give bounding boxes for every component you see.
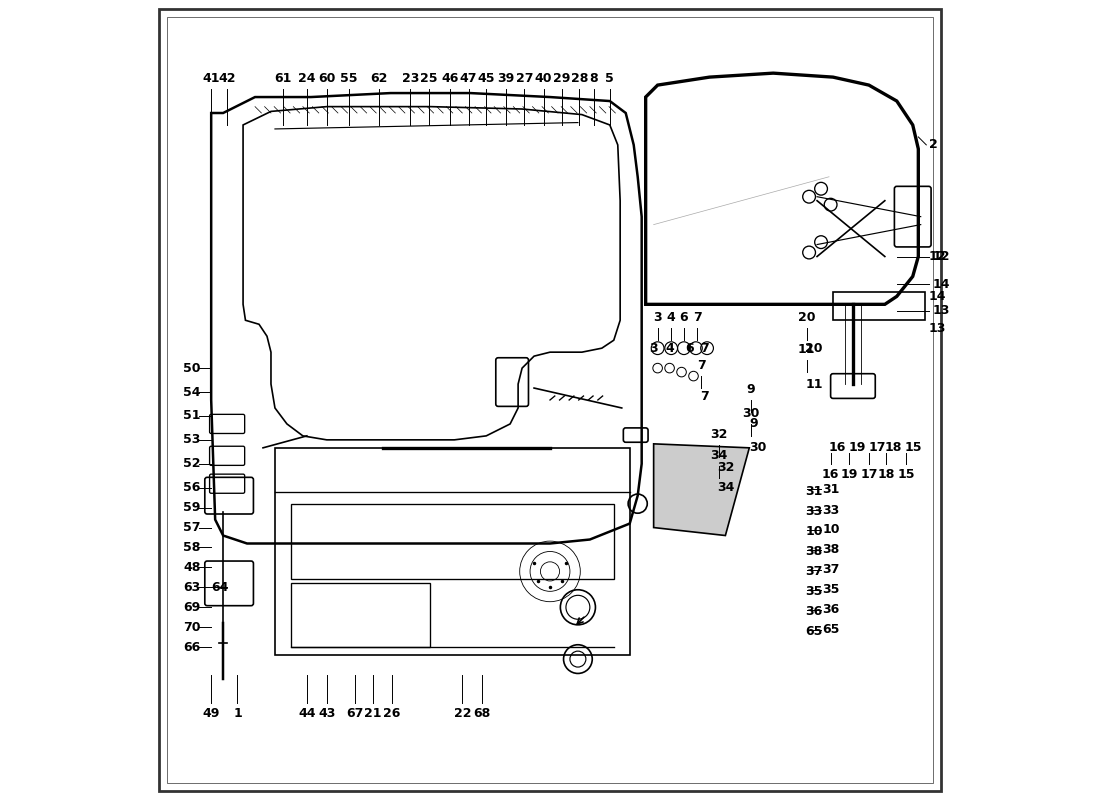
Text: 40: 40: [535, 72, 552, 85]
Text: 45: 45: [477, 72, 495, 85]
Text: 70: 70: [184, 621, 201, 634]
Text: 56: 56: [184, 481, 200, 494]
Text: 64: 64: [211, 581, 229, 594]
Text: 14: 14: [933, 278, 950, 291]
Text: 30: 30: [749, 442, 767, 454]
Text: 10: 10: [805, 525, 823, 538]
Text: 11: 11: [805, 378, 823, 390]
Text: 50: 50: [184, 362, 201, 374]
Text: 61: 61: [274, 72, 292, 85]
Text: 42: 42: [219, 72, 235, 85]
Text: 27: 27: [516, 72, 534, 85]
Text: 7: 7: [693, 311, 702, 324]
Text: 65: 65: [805, 625, 823, 638]
Text: 34: 34: [711, 449, 728, 462]
Text: 30: 30: [742, 407, 760, 420]
Text: 9: 9: [747, 383, 756, 396]
Text: 36: 36: [805, 605, 823, 618]
Text: 38: 38: [823, 543, 840, 556]
Text: 35: 35: [823, 583, 840, 596]
Text: 32: 32: [711, 429, 728, 442]
Text: 46: 46: [442, 72, 459, 85]
Text: 49: 49: [202, 707, 220, 720]
Text: 67: 67: [346, 707, 363, 720]
Text: 33: 33: [805, 505, 823, 518]
Text: 53: 53: [184, 434, 200, 446]
Text: 59: 59: [184, 501, 200, 514]
Text: 6: 6: [685, 342, 694, 354]
Text: 18: 18: [884, 442, 902, 454]
Text: 7: 7: [700, 390, 708, 402]
Text: 47: 47: [460, 72, 477, 85]
Text: 4: 4: [667, 311, 675, 324]
Text: 28: 28: [571, 72, 588, 85]
Text: 24: 24: [298, 72, 316, 85]
Text: 43: 43: [318, 707, 336, 720]
Text: 16: 16: [829, 442, 846, 454]
Text: 32: 32: [717, 462, 735, 474]
Text: 44: 44: [298, 707, 316, 720]
Text: 31: 31: [823, 482, 840, 496]
Text: 12: 12: [933, 250, 950, 263]
Text: 34: 34: [717, 481, 735, 494]
Text: 15: 15: [905, 442, 922, 454]
Text: 33: 33: [823, 503, 840, 517]
Text: 18: 18: [878, 468, 895, 481]
Text: 35: 35: [805, 585, 823, 598]
Text: 25: 25: [420, 72, 438, 85]
Text: 5: 5: [605, 72, 614, 85]
Text: 36: 36: [823, 603, 840, 616]
Text: 66: 66: [184, 641, 200, 654]
Text: 6: 6: [680, 311, 689, 324]
Text: 3: 3: [650, 342, 658, 354]
Text: 37: 37: [805, 565, 823, 578]
Text: 20: 20: [798, 311, 815, 324]
Text: 38: 38: [805, 545, 823, 558]
Text: 1: 1: [233, 707, 242, 720]
Text: 51: 51: [184, 410, 201, 422]
Text: 19: 19: [840, 468, 858, 481]
Text: 37: 37: [823, 563, 840, 576]
Text: 69: 69: [184, 601, 200, 614]
Text: 68: 68: [474, 707, 491, 720]
Text: 55: 55: [340, 72, 358, 85]
Text: 52: 52: [184, 458, 201, 470]
Text: 12: 12: [928, 250, 946, 263]
Text: 13: 13: [928, 322, 946, 334]
Polygon shape: [653, 444, 749, 535]
Text: 41: 41: [202, 72, 220, 85]
Text: 31: 31: [805, 485, 823, 498]
Text: 2: 2: [928, 138, 937, 151]
Text: 9: 9: [749, 418, 758, 430]
Text: 29: 29: [553, 72, 571, 85]
Text: 60: 60: [318, 72, 336, 85]
Text: 8: 8: [590, 72, 598, 85]
Text: 57: 57: [184, 521, 201, 534]
Text: 15: 15: [898, 468, 915, 481]
Text: 23: 23: [402, 72, 419, 85]
Text: 14: 14: [928, 290, 946, 303]
Text: 10: 10: [823, 523, 840, 537]
Text: 63: 63: [184, 581, 200, 594]
Text: 21: 21: [364, 707, 382, 720]
Text: 65: 65: [823, 623, 840, 636]
Text: 11: 11: [798, 343, 815, 356]
Text: 39: 39: [497, 72, 515, 85]
Text: 26: 26: [384, 707, 400, 720]
Text: 58: 58: [184, 541, 200, 554]
Text: 20: 20: [805, 342, 823, 354]
Text: 3: 3: [653, 311, 662, 324]
Text: 17: 17: [860, 468, 878, 481]
Text: 17: 17: [869, 442, 887, 454]
Text: 54: 54: [184, 386, 201, 398]
Text: 19: 19: [849, 442, 867, 454]
Text: 16: 16: [822, 468, 839, 481]
Text: 48: 48: [184, 561, 200, 574]
Text: 62: 62: [370, 72, 387, 85]
Text: 22: 22: [453, 707, 471, 720]
Text: 4: 4: [666, 342, 674, 354]
Text: 7: 7: [697, 359, 706, 372]
Text: 13: 13: [933, 304, 950, 318]
Text: 7: 7: [700, 342, 708, 354]
